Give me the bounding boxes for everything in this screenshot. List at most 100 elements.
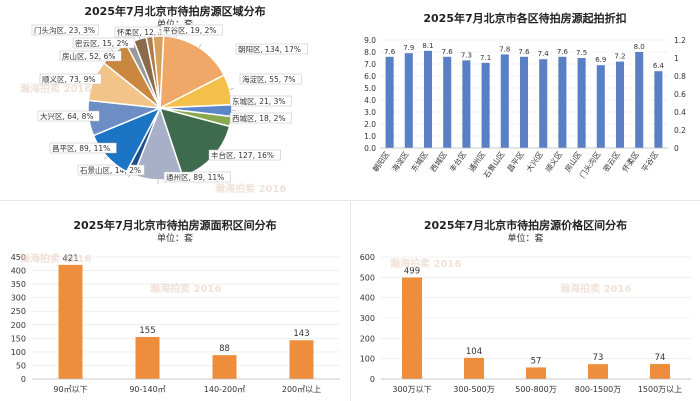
y-tick-label: 1.0 bbox=[364, 132, 376, 141]
x-tick-label: 怀柔区 bbox=[620, 149, 641, 174]
y-tick-label: 8.0 bbox=[364, 48, 376, 57]
data-label: 88 bbox=[219, 344, 230, 354]
x-tick-label: 平谷区 bbox=[640, 150, 661, 174]
bar bbox=[462, 60, 471, 148]
pie-chart-title: 2025年7月北京市待拍房源区域分布 bbox=[84, 5, 266, 18]
pie-label-box bbox=[77, 164, 145, 176]
y-tick-label: 5.0 bbox=[364, 84, 376, 93]
x-tick-label: 90-140㎡ bbox=[129, 385, 165, 394]
bar bbox=[558, 56, 567, 148]
pie-label-box bbox=[235, 43, 308, 55]
bar bbox=[539, 59, 548, 149]
data-label: 7.6 bbox=[384, 48, 396, 56]
pie-label-box bbox=[239, 73, 302, 85]
data-label: 7.4 bbox=[538, 50, 550, 58]
pie-label-box bbox=[160, 24, 223, 36]
pie-label: 海淀区, 55, 7% bbox=[242, 74, 295, 84]
data-label: 74 bbox=[655, 353, 666, 363]
vertical-divider bbox=[350, 202, 351, 401]
x-tick-label: 200㎡以上 bbox=[282, 385, 321, 394]
y-tick-label: 300 bbox=[11, 294, 26, 303]
data-label: 7.6 bbox=[557, 48, 569, 56]
bar bbox=[615, 61, 625, 148]
bar bbox=[443, 56, 452, 148]
bar bbox=[526, 367, 546, 379]
y-tick-label: 500 bbox=[360, 273, 375, 282]
x-tick-label: 顺义区 bbox=[544, 150, 565, 174]
bar bbox=[212, 355, 237, 379]
y-tick-label: 300 bbox=[360, 314, 375, 323]
data-label: 73 bbox=[593, 353, 604, 363]
pie-label: 密云区, 15, 2% bbox=[75, 38, 128, 48]
bar bbox=[654, 71, 663, 148]
y-tick-label: 400 bbox=[360, 294, 375, 303]
y-tick-label: 350 bbox=[11, 280, 26, 289]
bar bbox=[289, 340, 314, 379]
x-tick-label: 140-200㎡ bbox=[204, 385, 245, 394]
pie-slice bbox=[152, 35, 165, 109]
x-tick-label: 东城区 bbox=[409, 149, 430, 174]
pie-label-box bbox=[39, 73, 102, 85]
x-tick-label: 丰台区 bbox=[447, 149, 468, 174]
y-tick-label: 50 bbox=[16, 361, 26, 370]
pie-label: 丰台区, 127, 16% bbox=[211, 150, 274, 160]
y-tick-label: 200 bbox=[11, 321, 26, 330]
pie-label: 东城区, 21, 3% bbox=[232, 96, 285, 106]
bar bbox=[464, 357, 484, 379]
pie-label: 石景山区, 14, 2% bbox=[80, 165, 141, 175]
price-chart-panel: 2025年7月北京市待拍房源价格区间分布 单位：套 0 100 200 300 400 5… bbox=[351, 201, 700, 401]
data-label: 155 bbox=[139, 326, 155, 336]
pie-label: 顺义区, 73, 9% bbox=[42, 75, 95, 84]
data-label: 7.6 bbox=[442, 48, 454, 56]
data-label: 8.0 bbox=[634, 43, 645, 51]
y2-tick-label: 0.6 bbox=[674, 90, 686, 99]
pie-label: 昌平区, 89, 11% bbox=[52, 144, 110, 153]
bar bbox=[58, 264, 83, 379]
pie-label-box bbox=[229, 95, 292, 107]
y-tick-label: 250 bbox=[11, 307, 26, 316]
data-label: 7.9 bbox=[403, 44, 414, 52]
data-label: 6.4 bbox=[653, 62, 665, 70]
bar bbox=[500, 54, 509, 148]
y-tick-label: 7.0 bbox=[364, 60, 376, 69]
x-tick-label: 朝阳区 bbox=[371, 150, 392, 174]
pie-chart: 朝阳区, 134, 17% 海淀区, 55, 7% 东城区, 21, 3% 西城区, … bbox=[31, 24, 308, 184]
pie-label-box bbox=[229, 112, 292, 124]
price-chart-title: 2025年7月北京市待拍房源价格区间分布 bbox=[423, 219, 628, 232]
y-tick-label: 3.0 bbox=[364, 108, 376, 117]
data-label: 143 bbox=[293, 329, 309, 339]
area-chart-subtitle: 单位：套 bbox=[156, 234, 193, 244]
y-tick-label: 100 bbox=[360, 355, 375, 364]
bar bbox=[423, 50, 433, 148]
pie-label: 平谷区, 19, 2% bbox=[163, 26, 216, 35]
area-bar-chart: 0 50 100 150 200 250 300 350 400 450 421 90㎡以下 155 90… bbox=[11, 253, 340, 394]
data-label: 7.6 bbox=[518, 48, 530, 56]
pie-label: 通州区, 89, 11% bbox=[166, 172, 224, 182]
y-tick-label: 200 bbox=[360, 334, 375, 343]
x-tick-label: 500-800万 bbox=[515, 385, 556, 394]
data-label: 499 bbox=[404, 267, 420, 277]
x-tick-label: 90㎡以下 bbox=[53, 385, 87, 394]
y2-tick-label: 0 bbox=[674, 144, 679, 153]
pie-label-box bbox=[37, 110, 100, 122]
pie-label-box bbox=[208, 149, 281, 161]
pie-leader-line bbox=[103, 156, 108, 160]
y-tick-label: 450 bbox=[11, 253, 26, 262]
y2-tick-label: 0.2 bbox=[674, 126, 686, 135]
area-chart-panel: 2025年7月北京市待拍房源面积区间分布 单位：套 0 50 100 150 200 25… bbox=[0, 201, 350, 401]
y2-tick-label: 0.8 bbox=[674, 72, 686, 81]
discount-chart-panel: 2025年7月北京市各区待拍房源起拍折扣 0.0 1.0 2.0 3.0 4.0 5.0 6… bbox=[350, 0, 700, 200]
y-tick-label: 2.0 bbox=[364, 120, 376, 129]
bar bbox=[404, 53, 413, 149]
pie-chart-panel: 2025年7月北京市待拍房源区域分布 单位：套 朝阳区, 134, 17%海淀区… bbox=[0, 0, 350, 200]
x-tick-label: 300万以下 bbox=[392, 385, 431, 394]
bar bbox=[519, 56, 529, 148]
bar bbox=[135, 336, 160, 379]
price-bar-chart: 0 100 200 300 400 500 600 499 300万以下 104 300-500万 5… bbox=[360, 253, 691, 394]
x-tick-label: 昌平区 bbox=[505, 150, 526, 174]
y-tick-label: 0.0 bbox=[364, 144, 376, 153]
horizontal-divider bbox=[0, 200, 700, 201]
x-tick-label: 800-1500万 bbox=[575, 385, 622, 394]
x-tick-label: 西城区 bbox=[429, 150, 450, 174]
x-tick-label: 海淀区 bbox=[389, 149, 410, 174]
